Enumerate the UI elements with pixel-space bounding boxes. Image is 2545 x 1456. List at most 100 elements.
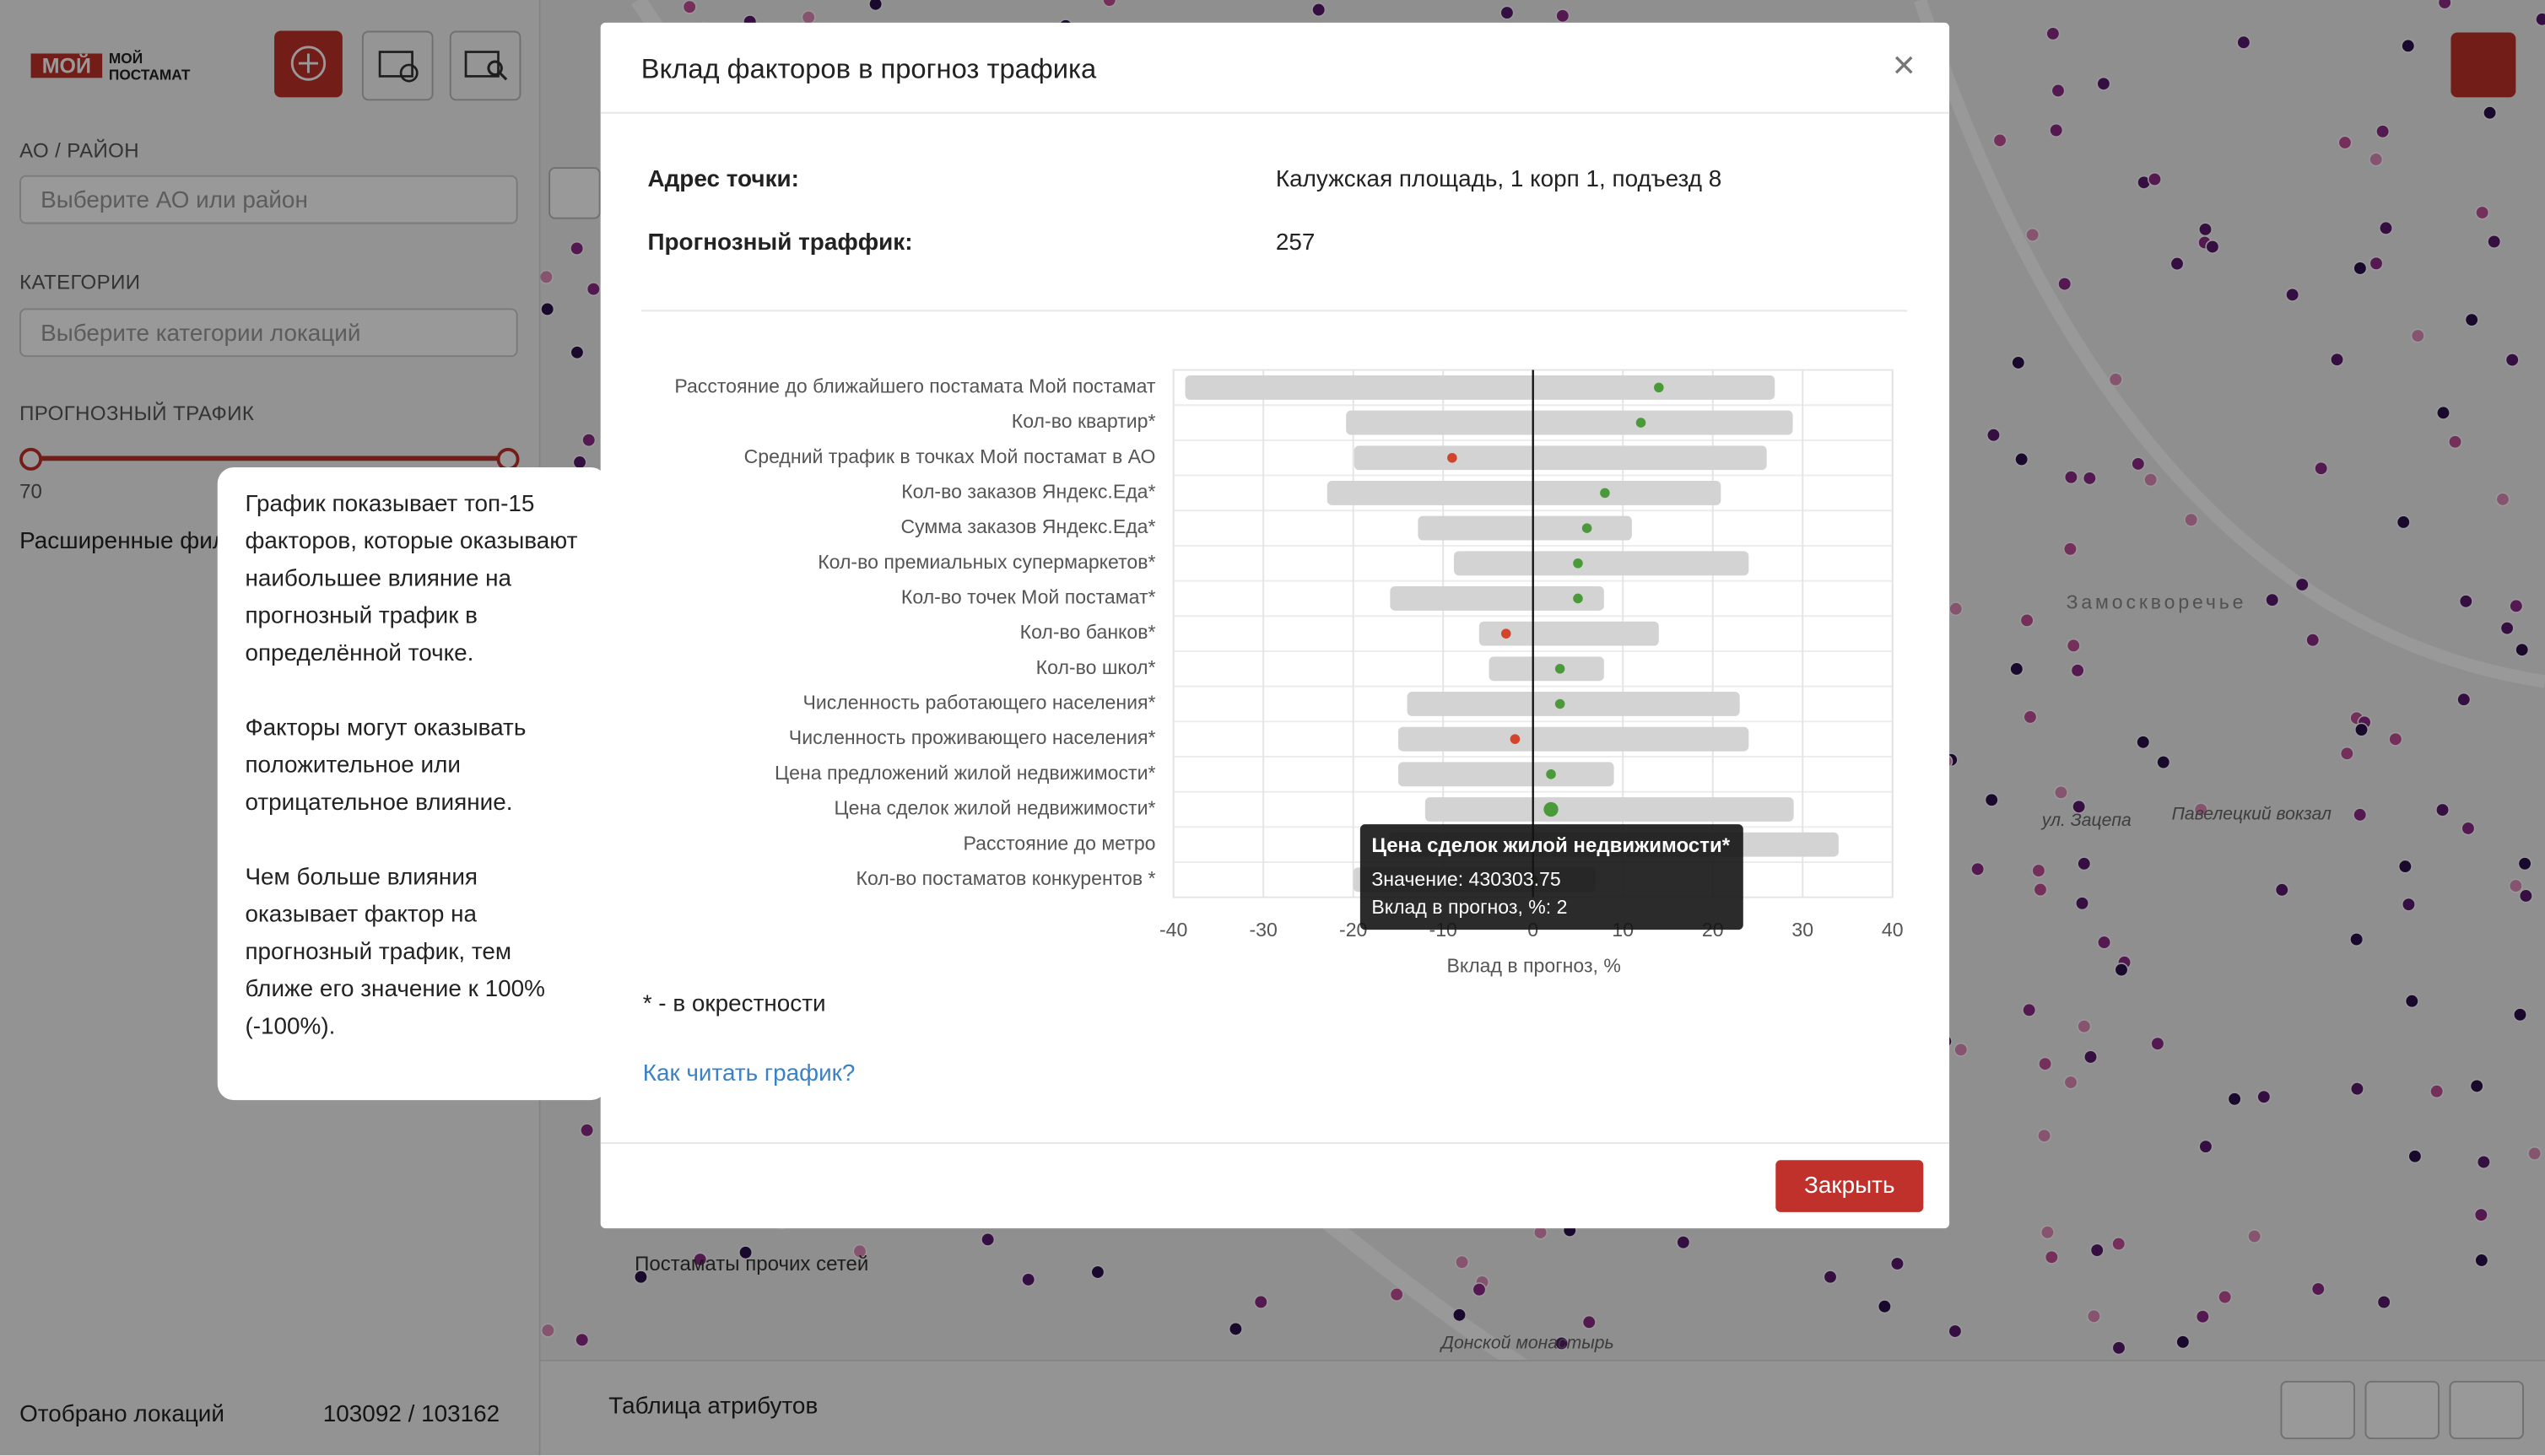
slider-track bbox=[30, 456, 509, 461]
icon bbox=[464, 51, 508, 81]
value-dot bbox=[1510, 734, 1521, 744]
select[interactable]: Выберите категории локаций bbox=[19, 308, 518, 358]
map-dot bbox=[2294, 577, 2310, 592]
map-dot bbox=[2218, 1290, 2233, 1305]
map-dot bbox=[2476, 1155, 2491, 1169]
map-dot bbox=[2310, 1281, 2326, 1297]
download-button[interactable] bbox=[2364, 1380, 2440, 1440]
tooltip-value: 2 bbox=[1556, 895, 1568, 919]
map-dot bbox=[580, 1123, 595, 1138]
map-dot bbox=[1984, 792, 1999, 807]
help-link[interactable]: Как читать график? bbox=[642, 1060, 856, 1087]
y-tick-label: Цена предложений жилой недвижимости* bbox=[775, 762, 1155, 784]
range-bar bbox=[1397, 762, 1614, 787]
range-bar bbox=[1346, 410, 1793, 435]
select[interactable]: Выберите АО или район bbox=[19, 175, 518, 224]
logo-text: МОЙ ПОСТАМАТ bbox=[109, 51, 191, 83]
map-dot bbox=[2136, 735, 2151, 750]
map-dot bbox=[586, 282, 601, 297]
range-bar bbox=[1453, 551, 1749, 576]
map-label: Павелецкий вокзал bbox=[2171, 805, 2332, 825]
map-dot bbox=[2195, 1309, 2210, 1324]
map-dot bbox=[2527, 1146, 2542, 1161]
value-dot bbox=[1546, 769, 1556, 779]
x-tick-label: 40 bbox=[1882, 919, 1904, 941]
map-dot bbox=[2147, 172, 2162, 186]
label: АО / РАЙОН bbox=[19, 139, 139, 163]
traffic-label: Прогнозный траффик: bbox=[647, 230, 913, 256]
map-dot bbox=[1581, 1314, 1597, 1329]
map-dot bbox=[2070, 663, 2085, 678]
map-dot bbox=[868, 0, 883, 12]
map-dot bbox=[2108, 372, 2123, 387]
map-dot bbox=[2396, 515, 2411, 530]
map-dot bbox=[1992, 132, 2007, 148]
y-tick-label: Цена сделок жилой недвижимости* bbox=[835, 797, 1156, 819]
map-dot bbox=[2096, 76, 2111, 91]
settings-button[interactable] bbox=[361, 30, 434, 101]
map-dot bbox=[2089, 1243, 2105, 1258]
map-dot bbox=[2131, 456, 2146, 472]
map-dot bbox=[2072, 799, 2087, 814]
y-tick-label: Средний трафик в точках Мой постамат в А… bbox=[744, 445, 1156, 467]
close-icon[interactable]: × bbox=[1892, 43, 1916, 88]
map-dot bbox=[2044, 1249, 2059, 1265]
map-dot bbox=[1253, 1294, 1268, 1309]
divider bbox=[600, 1142, 1950, 1145]
map-dot bbox=[2401, 897, 2416, 912]
map-dot bbox=[2009, 661, 2024, 677]
map-dot bbox=[1311, 3, 1327, 18]
map-dot bbox=[2330, 352, 2345, 367]
popover-text: График показывает топ-15 факторов, котор… bbox=[245, 491, 578, 667]
map-dot bbox=[1455, 1254, 1470, 1270]
gear-button[interactable] bbox=[2280, 1380, 2355, 1440]
map-dot bbox=[2150, 1036, 2165, 1051]
map-dot bbox=[2051, 84, 2066, 98]
map-dot bbox=[2184, 512, 2199, 527]
help-popover: График показывает топ-15 факторов, котор… bbox=[217, 466, 620, 1101]
slider-handle[interactable] bbox=[19, 447, 43, 471]
value-dot bbox=[1635, 418, 1646, 428]
map-dot bbox=[2517, 856, 2532, 871]
x-tick-label: 30 bbox=[1791, 919, 1813, 941]
fullscreen-button[interactable] bbox=[2449, 1380, 2524, 1440]
close-button[interactable]: Закрыть bbox=[1775, 1160, 1924, 1212]
map-dot bbox=[2198, 1139, 2213, 1154]
tooltip-key: Значение: bbox=[1371, 868, 1464, 891]
bottom-panel-title[interactable]: Таблица атрибутов bbox=[608, 1394, 819, 1421]
range-bar bbox=[1478, 621, 1659, 646]
map-dot bbox=[2509, 598, 2524, 613]
map-dot bbox=[2458, 594, 2473, 609]
map-dot bbox=[2205, 240, 2220, 254]
map-dot bbox=[852, 1243, 867, 1259]
forecast-button[interactable] bbox=[274, 30, 343, 98]
map-dot bbox=[2401, 38, 2416, 53]
map-dot bbox=[2156, 755, 2171, 770]
map-dot bbox=[2086, 1308, 2101, 1324]
map-dot bbox=[2461, 821, 2476, 836]
search-button[interactable] bbox=[449, 30, 521, 101]
map-dot bbox=[2169, 256, 2185, 272]
map-dot bbox=[2473, 1207, 2488, 1222]
map-dot bbox=[1452, 1308, 1467, 1323]
map-dot bbox=[2437, 0, 2452, 10]
filter-button[interactable] bbox=[548, 167, 601, 219]
map-dot bbox=[2111, 1340, 2126, 1356]
logout-button[interactable] bbox=[2450, 32, 2516, 98]
divider bbox=[600, 111, 1950, 114]
y-tick-label: Кол-во заказов Яндекс.Еда* bbox=[901, 481, 1155, 503]
map-dot bbox=[2369, 256, 2384, 271]
layer-row[interactable]: Постаматы прочих сетей bbox=[635, 1252, 869, 1275]
map-dot bbox=[2464, 312, 2479, 327]
footnote: * - в окрестности bbox=[642, 991, 826, 1018]
map-label: Замоскворечье bbox=[2066, 590, 2247, 614]
map-dot bbox=[1102, 0, 1117, 8]
map-dot bbox=[2077, 856, 2092, 871]
range-bar bbox=[1185, 375, 1775, 400]
label: КАТЕГОРИИ bbox=[19, 271, 141, 294]
x-tick-label: -40 bbox=[1159, 919, 1187, 941]
range-bar bbox=[1397, 726, 1749, 752]
tooltip-value: 430303.75 bbox=[1468, 868, 1561, 891]
